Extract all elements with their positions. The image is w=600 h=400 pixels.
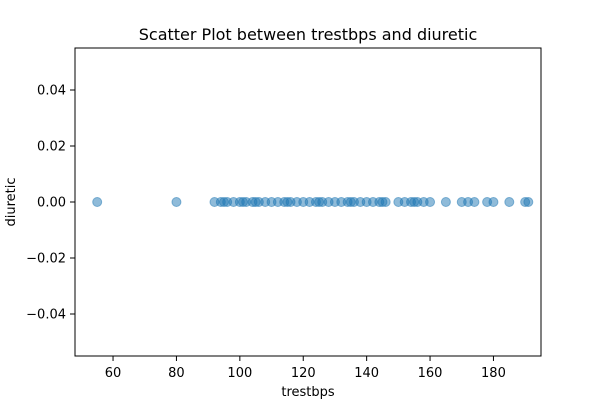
x-axis-ticks: 60 80 100 120 140 160 180 (105, 356, 506, 381)
y-tick-label: 0.00 (37, 196, 66, 211)
y-tick-label: 0.04 (37, 84, 66, 99)
x-tick-label: 100 (227, 366, 252, 381)
data-point (440, 197, 451, 207)
x-tick-label: 60 (105, 366, 122, 381)
data-point (504, 197, 515, 207)
data-point (425, 197, 436, 207)
data-point (469, 197, 480, 207)
data-points (92, 197, 534, 207)
data-point (523, 197, 534, 207)
y-tick-label: −0.02 (26, 252, 66, 267)
data-point (171, 197, 182, 207)
x-tick-label: 180 (481, 366, 506, 381)
y-tick-label: 0.02 (37, 140, 66, 155)
chart-title: Scatter Plot between trestbps and diuret… (139, 25, 478, 44)
data-point (92, 197, 103, 207)
x-tick-label: 160 (418, 366, 443, 381)
x-tick-label: 140 (354, 366, 379, 381)
data-point (380, 197, 391, 207)
plot-area (74, 47, 542, 357)
y-axis-label: diuretic (4, 177, 19, 226)
x-tick-label: 120 (291, 366, 316, 381)
x-tick-label: 80 (168, 366, 185, 381)
y-axis-ticks: −0.04 −0.02 0.00 0.02 0.04 (26, 84, 75, 323)
x-axis-label: trestbps (281, 385, 335, 400)
data-point (488, 197, 499, 207)
y-tick-label: −0.04 (26, 308, 66, 323)
